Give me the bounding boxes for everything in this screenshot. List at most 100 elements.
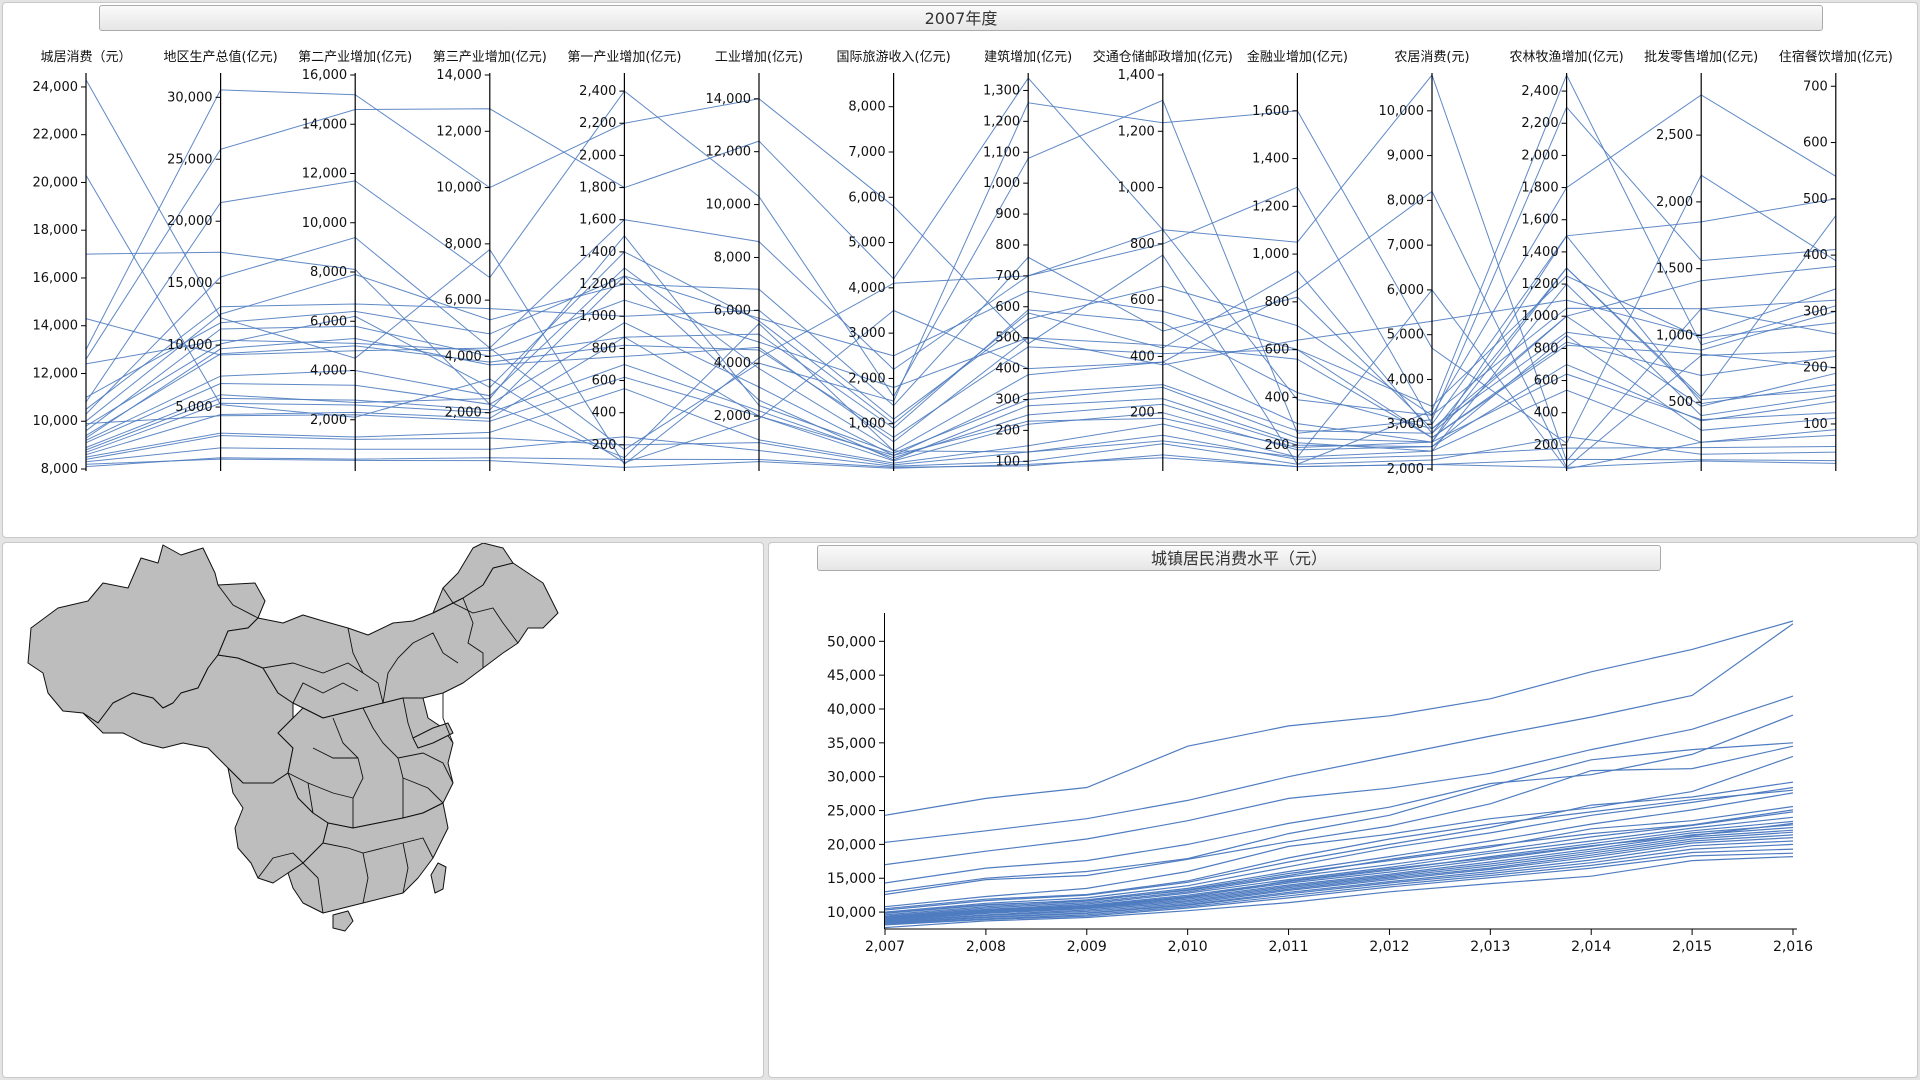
- map-region-northeast[interactable]: [432, 543, 514, 614]
- parallel-series-line: [85, 77, 1837, 416]
- y-tick-label: 30,000: [827, 770, 876, 786]
- parallel-axis-label[interactable]: 批发零售增加(亿元): [1644, 49, 1758, 65]
- parallel-tick-label: 300: [995, 392, 1020, 407]
- x-tick-label: 2,015: [1672, 939, 1712, 955]
- parallel-axis-label[interactable]: 农林牧渔增加(亿元): [1510, 50, 1624, 65]
- parallel-series-line: [85, 267, 1836, 452]
- parallel-tick-label: 1,200: [1118, 124, 1155, 139]
- y-tick-label: 10,000: [827, 905, 876, 921]
- parallel-axis: 批发零售增加(亿元) 500 1,000 1,500 2,000 2,500: [1644, 49, 1758, 471]
- y-tick-label: 40,000: [827, 702, 876, 718]
- china-map[interactable]: [3, 543, 763, 1077]
- parallel-axis-label[interactable]: 建筑增加(亿元): [984, 49, 1072, 65]
- parallel-axis-label[interactable]: 地区生产总值(亿元): [164, 49, 278, 65]
- parallel-axis-label[interactable]: 农居消费(元): [1394, 50, 1469, 65]
- map-region-hainan[interactable]: [332, 910, 354, 932]
- y-tick-label: 35,000: [827, 736, 876, 752]
- parallel-tick-label: 1,600: [579, 213, 616, 228]
- parallel-axis: 农居消费(元) 2,000 3,000 4,000 5,000 6,000 7,000 8,0…: [1379, 50, 1470, 477]
- parallel-tick-label: 1,000: [848, 417, 885, 432]
- line-series: [884, 837, 1794, 923]
- map-region-taiwan[interactable]: [430, 862, 447, 894]
- parallel-tick-label: 2,000: [310, 413, 347, 428]
- parallel-tick-label: 5,000: [848, 236, 885, 251]
- x-tick-label: 2,009: [1067, 939, 1107, 955]
- parallel-tick-label: 200: [1534, 438, 1559, 453]
- parallel-series-line: [85, 73, 1836, 465]
- x-tick-label: 2,007: [865, 939, 905, 955]
- parallel-tick-label: 3,000: [848, 326, 885, 341]
- line-series: [884, 623, 1794, 843]
- parallel-tick-label: 14,000: [302, 117, 348, 132]
- parallel-tick-label: 1,200: [1252, 199, 1289, 214]
- parallel-tick-label: 600: [995, 300, 1020, 315]
- parallel-tick-label: 2,200: [579, 116, 616, 131]
- parallel-tick-label: 2,000: [1521, 148, 1558, 163]
- parallel-tick-label: 200: [1265, 438, 1290, 453]
- parallel-tick-label: 1,800: [579, 181, 616, 196]
- parallel-axis-label[interactable]: 工业增加(亿元): [715, 50, 803, 65]
- line-series: [884, 856, 1794, 929]
- parallel-axis-label[interactable]: 第一产业增加(亿元): [567, 50, 681, 65]
- line-chart-title: 城镇居民消费水平（元）: [817, 545, 1661, 571]
- parallel-tick-label: 1,400: [1118, 68, 1155, 83]
- map-region-shandong[interactable]: [412, 722, 454, 749]
- parallel-series-line: [85, 434, 1836, 466]
- parallel-axis-label[interactable]: 第二产业增加(亿元): [298, 50, 412, 65]
- parallel-tick-label: 14,000: [436, 68, 482, 83]
- parallel-axis-label[interactable]: 交通仓储邮政增加(亿元): [1093, 49, 1233, 65]
- parallel-series-line: [85, 215, 1837, 434]
- parallel-tick-label: 10,000: [436, 181, 482, 196]
- parallel-axis-label[interactable]: 城居消费（元）: [40, 50, 131, 65]
- parallel-axis: 建筑增加(亿元) 100 200 300 400 500 600 700 800 900 1,000…: [983, 49, 1072, 471]
- x-tick-label: 2,012: [1369, 939, 1409, 955]
- y-tick-label: 50,000: [827, 634, 876, 650]
- parallel-tick-label: 8,000: [848, 100, 885, 115]
- line-series: [884, 824, 1794, 919]
- parallel-tick-label: 600: [1265, 343, 1290, 358]
- parallel-tick-label: 400: [1534, 406, 1559, 421]
- parallel-tick-label: 1,400: [1252, 152, 1289, 167]
- parallel-series-line: [85, 288, 1836, 389]
- parallel-axis-label[interactable]: 国际旅游收入(亿元): [837, 50, 951, 65]
- parallel-tick-label: 1,600: [1521, 213, 1558, 228]
- parallel-tick-label: 1,000: [579, 309, 616, 324]
- parallel-tick-label: 12,000: [436, 124, 482, 139]
- parallel-tick-label: 200: [1803, 361, 1828, 376]
- parallel-tick-label: 1,400: [1521, 245, 1558, 260]
- line-series: [884, 789, 1794, 910]
- line-series: [884, 811, 1794, 917]
- line-series: [884, 745, 1794, 896]
- x-tick-label: 2,008: [966, 939, 1006, 955]
- line-series: [884, 714, 1794, 884]
- parallel-axis-label[interactable]: 住宿餐饮增加(亿元): [1779, 49, 1893, 65]
- parallel-tick-label: 14,000: [706, 92, 752, 107]
- parallel-tick-label: 600: [1130, 293, 1155, 308]
- parallel-coordinates-chart: 城居消费（元） 8,000 10,000 12,000 14,000 16,000 18,0…: [33, 49, 1893, 477]
- parallel-tick-label: 22,000: [33, 128, 79, 143]
- parallel-axis-label[interactable]: 第三产业增加(亿元): [433, 50, 547, 65]
- parallel-tick-label: 500: [1803, 192, 1828, 207]
- parallel-tick-label: 6,000: [714, 303, 751, 318]
- parallel-coordinates-panel: 2007年度 城居消费（元） 8,000 10,000 12,000 14,000 16,…: [2, 2, 1918, 538]
- line-series: [884, 840, 1794, 924]
- parallel-axis: 城居消费（元） 8,000 10,000 12,000 14,000 16,000 18,0…: [33, 50, 132, 477]
- parallel-series-line: [85, 285, 1836, 420]
- parallel-axis: 第三产业增加(亿元) 2,000 4,000 6,000 8,000 10,000 12,0…: [433, 50, 547, 471]
- line-series: [884, 809, 1794, 914]
- map-region-north[interactable]: [217, 562, 559, 719]
- parallel-series-line: [85, 275, 1836, 407]
- parallel-series-line: [85, 337, 1836, 443]
- parallel-tick-label: 10,000: [1379, 104, 1425, 119]
- parallel-tick-label: 4,000: [714, 356, 751, 371]
- map-region-south[interactable]: [287, 802, 449, 914]
- parallel-tick-label: 1,000: [1521, 309, 1558, 324]
- line-series: [884, 834, 1794, 923]
- parallel-tick-label: 20,000: [167, 214, 213, 229]
- parallel-axis-label[interactable]: 金融业增加(亿元): [1247, 49, 1348, 65]
- line-chart: 10,000 15,000 20,000 25,000 30,000 35,000 40,0…: [827, 613, 1813, 955]
- parallel-series-line: [85, 334, 1836, 462]
- parallel-axis: 交通仓储邮政增加(亿元) 200 400 600 800 1,000 1,200 1,400: [1093, 49, 1233, 471]
- parallel-tick-label: 1,200: [579, 277, 616, 292]
- parallel-tick-label: 700: [995, 269, 1020, 284]
